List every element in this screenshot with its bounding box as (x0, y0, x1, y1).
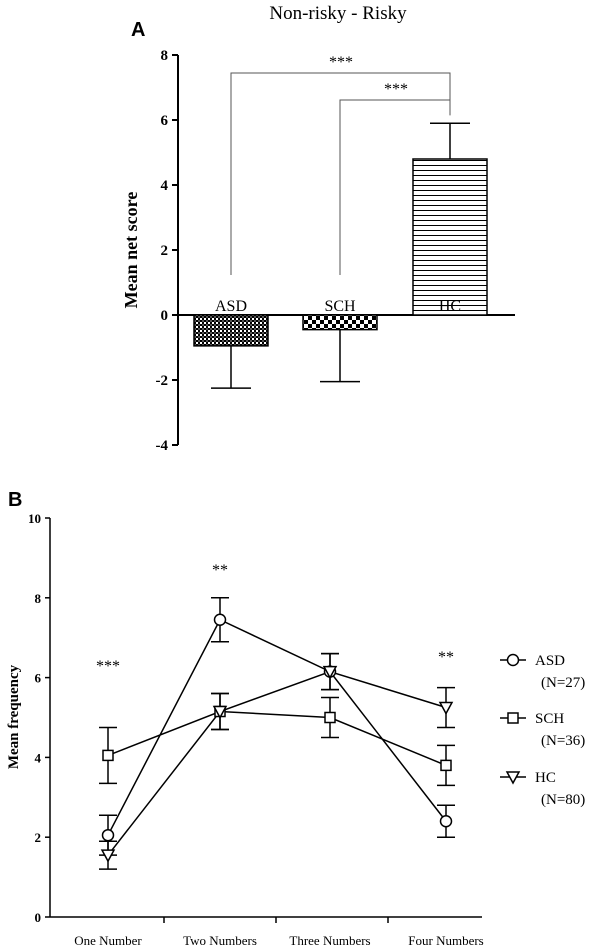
panel-b-y-tick-label: 2 (35, 830, 42, 845)
panel-a-y-tick-label: 0 (161, 308, 169, 324)
panel-a-bar-chart: A Non-risky - Risky Mean net score -4 -2 0… (121, 3, 515, 454)
panel-a-y-axis-label: Mean net score (121, 192, 141, 309)
panel-a-significance: *** *** (230, 54, 451, 275)
marker-hc (322, 665, 338, 680)
legend-label-hc: HC (535, 770, 556, 786)
category-label-sch: SCH (324, 298, 356, 315)
panel-a-bars: ASD SCH HC (193, 122, 488, 389)
marker-hc (100, 849, 116, 863)
legend-label-sch: SCH (535, 711, 564, 727)
panel-a-y-tick-label: -4 (156, 438, 169, 454)
legend-marker-hc (505, 771, 521, 785)
panel-b-y-tick-label: 6 (35, 671, 42, 686)
panel-b-axes: 0 2 4 6 8 10 One Number Two Numbers Three Number… (28, 511, 484, 948)
marker-hc (212, 705, 228, 720)
marker-asd (101, 828, 115, 842)
series-line-sch (107, 710, 447, 767)
bar-asd (193, 314, 269, 347)
panel-b-y-tick-label: 8 (35, 591, 42, 606)
panel-a-title: Non-risky - Risky (269, 3, 407, 24)
significance-label: *** (96, 658, 120, 675)
panel-b-letter: B (8, 489, 22, 511)
panel-b-significance: ******* (96, 562, 454, 675)
legend-label-asd: ASD (535, 653, 565, 669)
marker-sch (102, 749, 114, 762)
panel-b-y-tick-label: 4 (35, 750, 42, 765)
marker-asd (213, 613, 227, 626)
legend-marker-sch (507, 712, 519, 724)
panel-b-x-tick-label: Two Numbers (183, 933, 257, 948)
bar-hc (412, 158, 488, 316)
marker-asd (439, 814, 453, 828)
marker-sch (440, 759, 452, 772)
panel-a-letter: A (131, 19, 145, 41)
series-line-asd (107, 618, 447, 836)
category-label-hc: HC (439, 298, 461, 315)
marker-sch (324, 711, 336, 724)
significance-label: *** (384, 81, 408, 98)
panel-b-x-tick-label: Three Numbers (289, 933, 370, 948)
legend-marker-asd (506, 653, 520, 667)
panel-b-y-axis-label: Mean frequency (6, 664, 22, 769)
legend-n-asd: (N=27) (541, 675, 585, 691)
panel-a-y-tick-label: -2 (156, 373, 169, 389)
bar-sch (302, 314, 378, 331)
category-label-asd: ASD (215, 298, 247, 315)
marker-hc (438, 701, 454, 716)
significance-bracket (339, 99, 451, 275)
panel-b-x-tick-label: Four Numbers (408, 933, 483, 948)
panel-a-y-tick-label: 6 (161, 113, 169, 129)
significance-label: ** (438, 649, 454, 666)
series-line-hc (107, 670, 447, 856)
legend-n-hc: (N=80) (541, 792, 585, 808)
panel-b-line-chart: B Mean frequency 0 2 4 6 8 10 One Number Two Nu… (6, 489, 585, 948)
panel-b-y-tick-label: 0 (35, 910, 42, 925)
significance-label: ** (212, 562, 228, 579)
panel-b-x-tick-label: One Number (74, 933, 142, 948)
legend-n-sch: (N=36) (541, 733, 585, 749)
panel-b-series (99, 597, 455, 870)
panel-b-legend: ASD (N=27) SCH (N=36) HC (N=80) (500, 653, 585, 808)
significance-bracket (230, 72, 451, 275)
panel-a-y-tick-label: 4 (161, 178, 169, 194)
panel-a-y-tick-label: 8 (161, 48, 169, 64)
panel-a-y-tick-label: 2 (161, 243, 169, 259)
significance-label: *** (329, 54, 353, 71)
panel-b-y-tick-label: 10 (28, 511, 41, 526)
